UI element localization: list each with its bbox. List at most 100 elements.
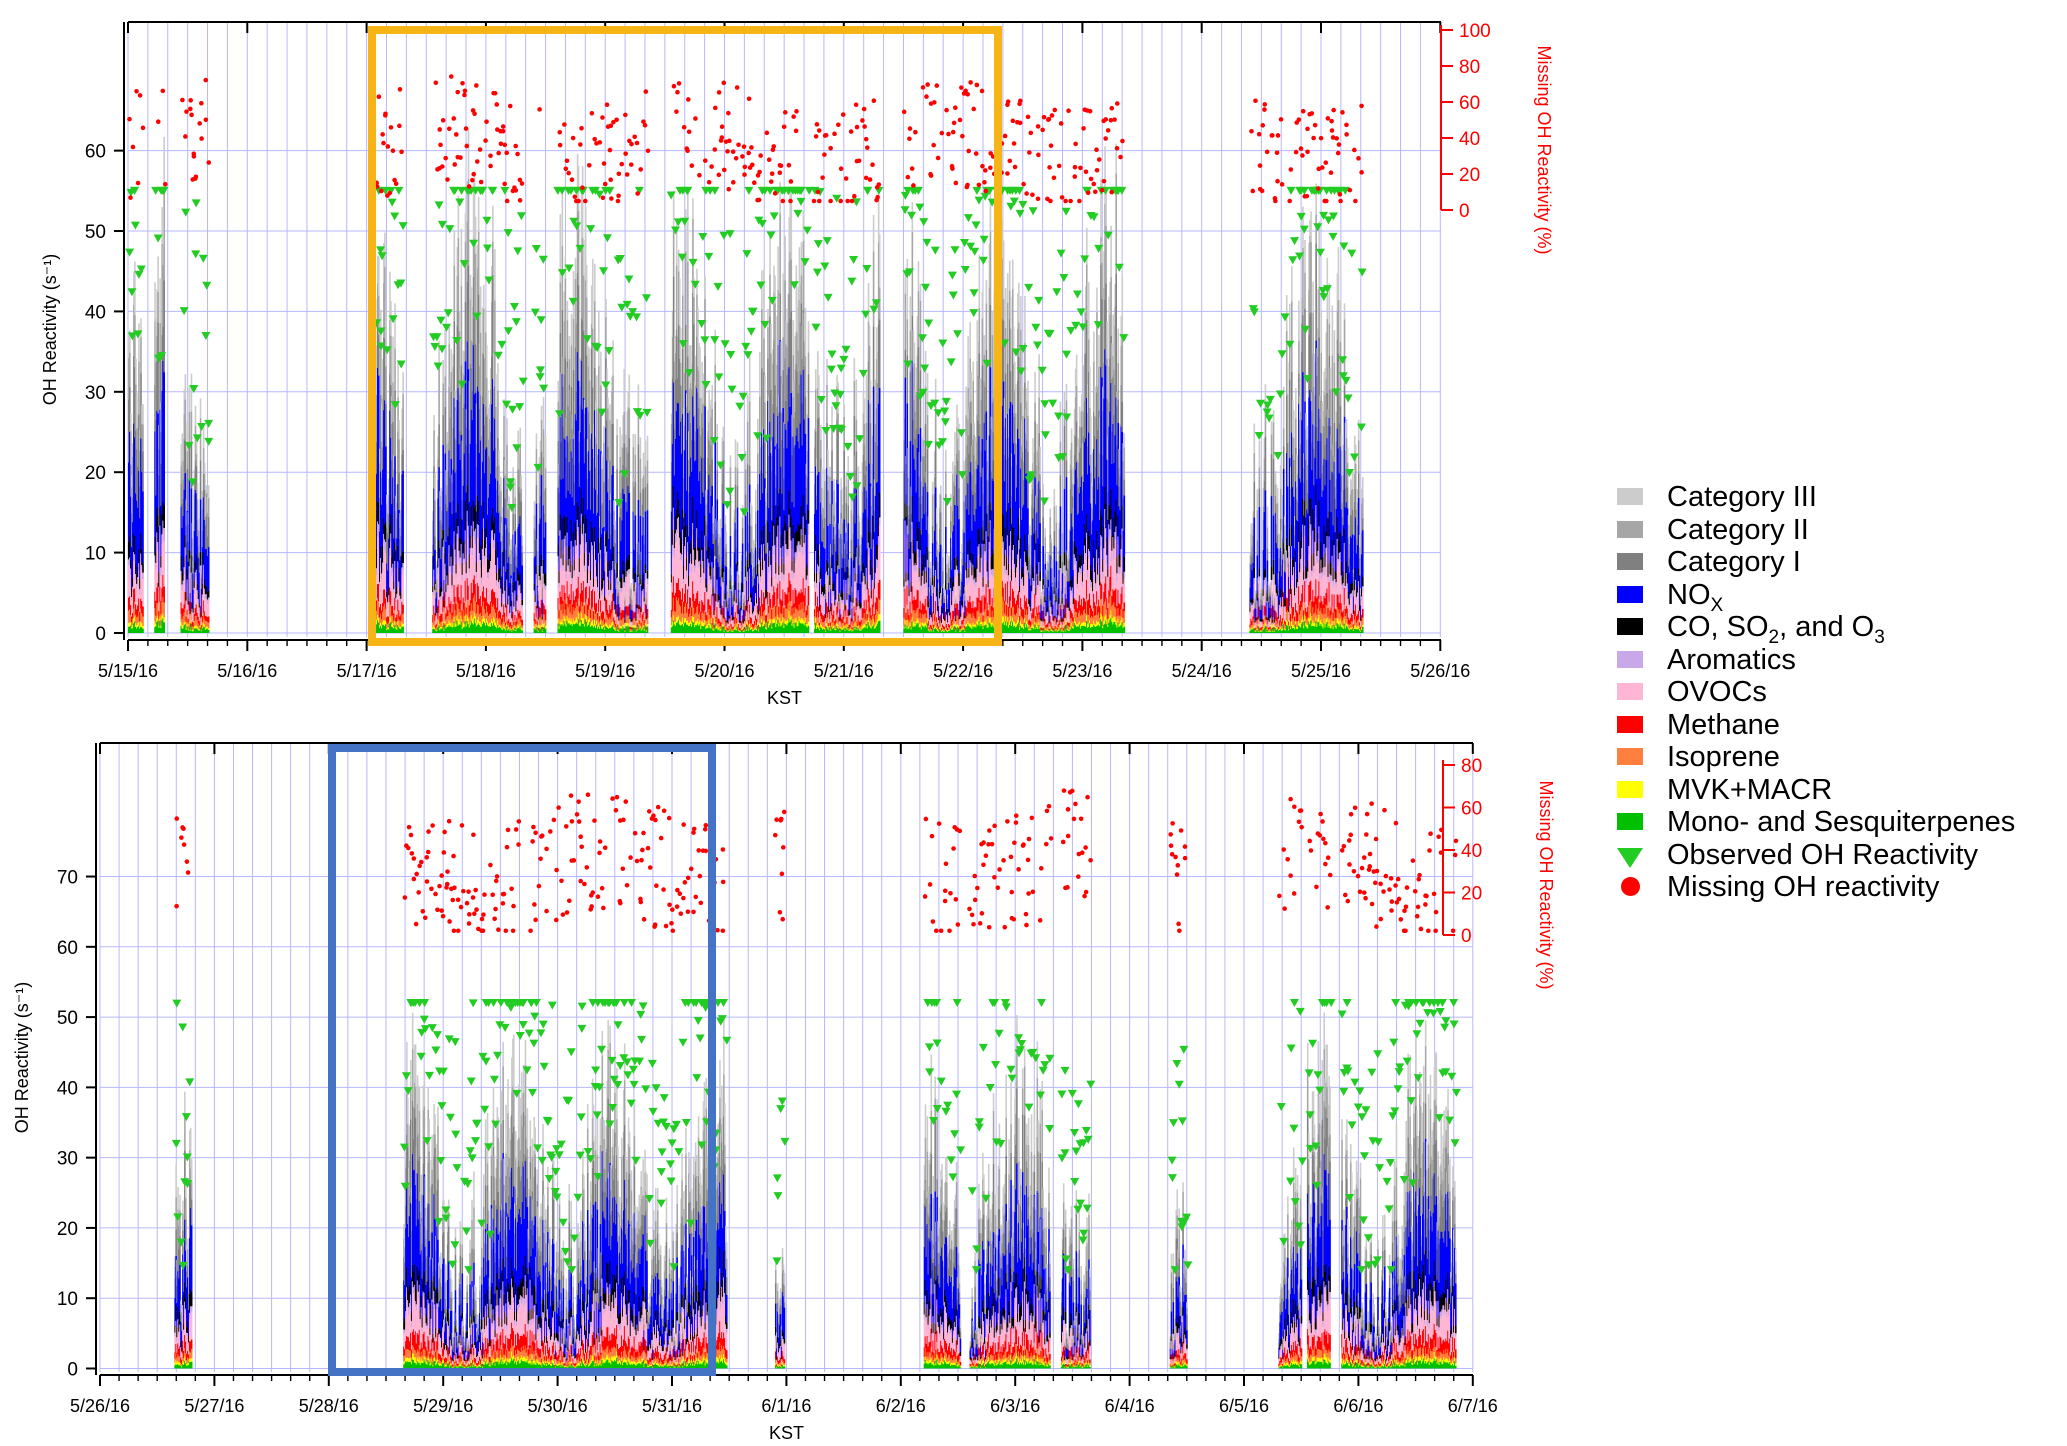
stack-bar <box>720 615 723 623</box>
stack-bar <box>446 580 449 607</box>
stack-bar <box>738 631 741 632</box>
stack-bar <box>401 408 403 438</box>
stack-bar <box>710 565 712 580</box>
stack-bar <box>139 611 141 622</box>
stack-bar <box>458 624 461 633</box>
stack-bar <box>627 623 630 626</box>
stack-bar <box>822 614 824 623</box>
stack-bar <box>747 620 750 625</box>
stack-bar <box>509 627 511 630</box>
stack-bar <box>797 523 800 542</box>
stack-bar <box>180 602 183 615</box>
stack-bar <box>854 621 857 628</box>
stack-bar <box>630 627 633 630</box>
stack-bar <box>801 534 804 548</box>
stack-bar <box>670 462 673 512</box>
stack-bar <box>825 584 827 590</box>
stack-bar <box>715 529 718 539</box>
stack-bar <box>755 606 758 619</box>
stack-bar <box>638 629 641 633</box>
stack-bar <box>543 605 546 615</box>
stack-bar <box>748 401 751 466</box>
stack-bar <box>568 384 571 463</box>
stack-bar <box>636 622 639 627</box>
stack-bar <box>738 622 741 624</box>
stack-bar <box>585 551 588 587</box>
stack-bar <box>828 626 830 630</box>
stack-bar <box>779 488 781 517</box>
stack-bar <box>833 610 835 620</box>
stack-bar <box>689 597 691 614</box>
stack-bar <box>781 600 783 614</box>
stack-bar <box>726 622 729 624</box>
stack-bar <box>697 392 699 429</box>
stack-bar <box>710 628 712 633</box>
stack-bar <box>443 563 445 580</box>
stack-bar <box>686 578 688 603</box>
stack-bar <box>645 605 648 616</box>
stack-bar <box>575 391 578 421</box>
stack-bar <box>587 366 590 412</box>
stack-bar <box>823 615 825 623</box>
stack-bar <box>449 622 452 627</box>
stack-bar <box>481 461 484 529</box>
stack-bar <box>510 608 512 622</box>
stack-bar <box>197 603 200 617</box>
stack-bar <box>681 509 684 530</box>
stack-bar <box>851 622 854 628</box>
stack-bar <box>589 626 592 633</box>
stack-bar <box>581 617 584 624</box>
stack-bar <box>637 604 640 614</box>
stack-bar <box>563 621 566 633</box>
stack-bar <box>605 598 607 612</box>
stack-bar <box>793 603 796 614</box>
stack-bar <box>381 573 383 580</box>
stack-bar <box>769 230 771 275</box>
stack-bar <box>400 592 402 599</box>
stack-bar <box>675 411 678 510</box>
stack-bar <box>491 530 493 540</box>
stack-bar <box>717 593 720 603</box>
stack-bar <box>195 465 198 494</box>
stack-bar <box>732 595 735 605</box>
stack-bar <box>720 609 723 615</box>
stack-bar <box>393 620 395 627</box>
stack-bar <box>693 324 695 417</box>
stack-bar <box>731 627 734 630</box>
stack-bar <box>831 626 833 633</box>
stack-bar <box>384 549 386 590</box>
stack-bar <box>396 596 398 615</box>
stack-bar <box>451 612 454 620</box>
stack-bar <box>754 596 757 616</box>
stack-bar <box>492 621 494 626</box>
stack-bar <box>132 522 134 578</box>
stack-bar <box>828 580 830 592</box>
stack-bar <box>634 572 637 583</box>
stack-bar <box>154 431 156 537</box>
stack-bar <box>155 626 157 633</box>
stack-bar <box>738 601 741 610</box>
stack-bar <box>492 625 494 633</box>
stack-bar <box>847 624 850 627</box>
stack-bar <box>790 188 793 260</box>
stack-bar <box>787 369 790 422</box>
stack-bar <box>473 238 476 318</box>
stack-bar <box>567 597 570 608</box>
stack-bar <box>697 537 699 551</box>
stack-bar <box>515 552 517 567</box>
stack-bar <box>734 618 737 627</box>
stack-bar <box>446 565 449 576</box>
stack-bar <box>613 621 615 627</box>
stack-bar <box>687 542 689 552</box>
stack-bar <box>849 627 852 630</box>
stack-bar <box>388 478 390 495</box>
stack-bar <box>846 592 849 600</box>
stack-bar <box>394 348 396 391</box>
stack-bar <box>683 526 686 546</box>
stack-bar <box>519 610 522 619</box>
stack-bar <box>613 500 615 512</box>
stack-bar <box>188 601 191 611</box>
stack-bar <box>633 612 636 618</box>
stack-bar <box>588 380 591 425</box>
stack-bar <box>593 591 596 610</box>
